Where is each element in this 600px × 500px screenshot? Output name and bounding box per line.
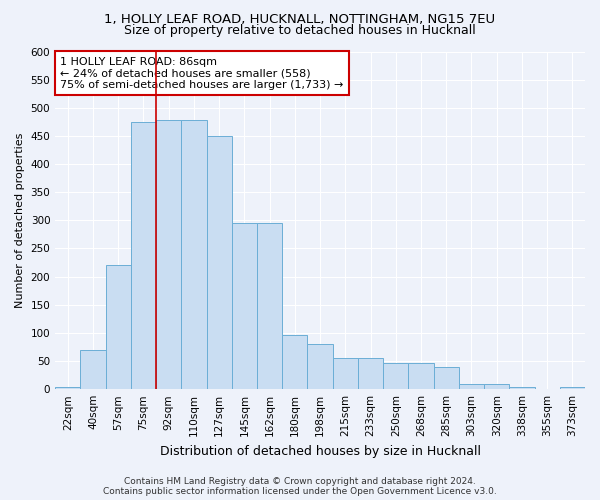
Bar [55, 387, 80, 389]
Bar [257, 223, 282, 389]
Text: Size of property relative to detached houses in Hucknall: Size of property relative to detached ho… [124, 24, 476, 37]
Bar [106, 266, 131, 389]
Bar [535, 388, 560, 389]
X-axis label: Distribution of detached houses by size in Hucknall: Distribution of detached houses by size … [160, 444, 481, 458]
Text: Contains HM Land Registry data © Crown copyright and database right 2024.
Contai: Contains HM Land Registry data © Crown c… [103, 476, 497, 496]
Bar [409, 362, 434, 389]
Bar [156, 120, 181, 389]
Bar [80, 350, 106, 389]
Bar [307, 344, 332, 389]
Text: 1, HOLLY LEAF ROAD, HUCKNALL, NOTTINGHAM, NG15 7EU: 1, HOLLY LEAF ROAD, HUCKNALL, NOTTINGHAM… [104, 12, 496, 26]
Bar [332, 358, 358, 389]
Bar [232, 223, 257, 389]
Bar [484, 384, 509, 389]
Bar [358, 358, 383, 389]
Bar [206, 136, 232, 389]
Bar [282, 334, 307, 389]
Bar [181, 120, 206, 389]
Bar [434, 366, 459, 389]
Bar [459, 384, 484, 389]
Bar [131, 122, 156, 389]
Y-axis label: Number of detached properties: Number of detached properties [15, 132, 25, 308]
Bar [560, 388, 585, 389]
Text: 1 HOLLY LEAF ROAD: 86sqm
← 24% of detached houses are smaller (558)
75% of semi-: 1 HOLLY LEAF ROAD: 86sqm ← 24% of detach… [61, 56, 344, 90]
Bar [383, 362, 409, 389]
Bar [509, 388, 535, 389]
